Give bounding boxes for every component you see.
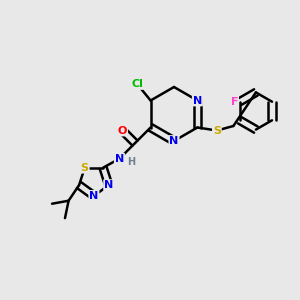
Text: S: S xyxy=(213,125,221,136)
Text: H: H xyxy=(127,157,135,167)
Text: O: O xyxy=(118,125,127,136)
Text: N: N xyxy=(169,136,178,146)
Text: N: N xyxy=(104,180,113,190)
Text: S: S xyxy=(81,163,89,173)
Text: F: F xyxy=(231,97,238,107)
Text: N: N xyxy=(89,191,98,201)
Text: N: N xyxy=(193,95,202,106)
Text: Cl: Cl xyxy=(131,79,143,89)
Text: N: N xyxy=(115,154,124,164)
